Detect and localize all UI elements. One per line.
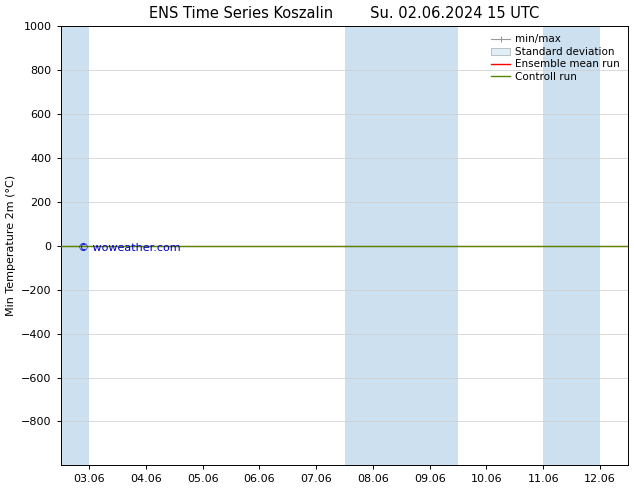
Title: ENS Time Series Koszalin        Su. 02.06.2024 15 UTC: ENS Time Series Koszalin Su. 02.06.2024 … bbox=[150, 5, 540, 21]
Text: © woweather.com: © woweather.com bbox=[78, 244, 180, 253]
Y-axis label: Min Temperature 2m (°C): Min Temperature 2m (°C) bbox=[6, 175, 16, 316]
Bar bbox=[344, 26, 458, 466]
Bar bbox=[543, 26, 600, 466]
Legend: min/max, Standard deviation, Ensemble mean run, Controll run: min/max, Standard deviation, Ensemble me… bbox=[488, 31, 623, 85]
Bar bbox=[61, 26, 89, 466]
